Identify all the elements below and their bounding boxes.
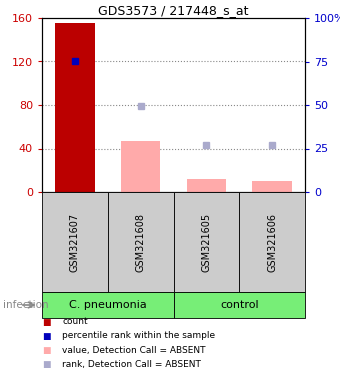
Bar	[252, 181, 292, 192]
Bar	[42, 292, 173, 318]
Text: value, Detection Call = ABSENT: value, Detection Call = ABSENT	[63, 346, 206, 354]
Text: C. pneumonia: C. pneumonia	[69, 300, 147, 310]
Text: rank, Detection Call = ABSENT: rank, Detection Call = ABSENT	[63, 359, 201, 369]
Bar	[173, 192, 239, 292]
Bar	[108, 192, 173, 292]
Text: ■: ■	[42, 331, 51, 341]
Text: ■: ■	[42, 346, 51, 354]
Text: GSM321606: GSM321606	[267, 212, 277, 271]
Bar	[42, 192, 108, 292]
Bar	[239, 192, 305, 292]
Bar	[173, 292, 305, 318]
Text: ■: ■	[42, 318, 51, 326]
Text: infection: infection	[3, 300, 49, 310]
Text: ■: ■	[42, 359, 51, 369]
Text: control: control	[220, 300, 258, 310]
Text: GSM321607: GSM321607	[70, 212, 80, 271]
Bar	[55, 23, 95, 192]
Text: percentile rank within the sample: percentile rank within the sample	[63, 331, 216, 341]
Text: count: count	[63, 318, 88, 326]
Bar	[121, 141, 160, 192]
Bar	[187, 179, 226, 192]
Title: GDS3573 / 217448_s_at: GDS3573 / 217448_s_at	[98, 4, 249, 17]
Text: GSM321608: GSM321608	[136, 212, 146, 271]
Text: GSM321605: GSM321605	[201, 212, 211, 271]
